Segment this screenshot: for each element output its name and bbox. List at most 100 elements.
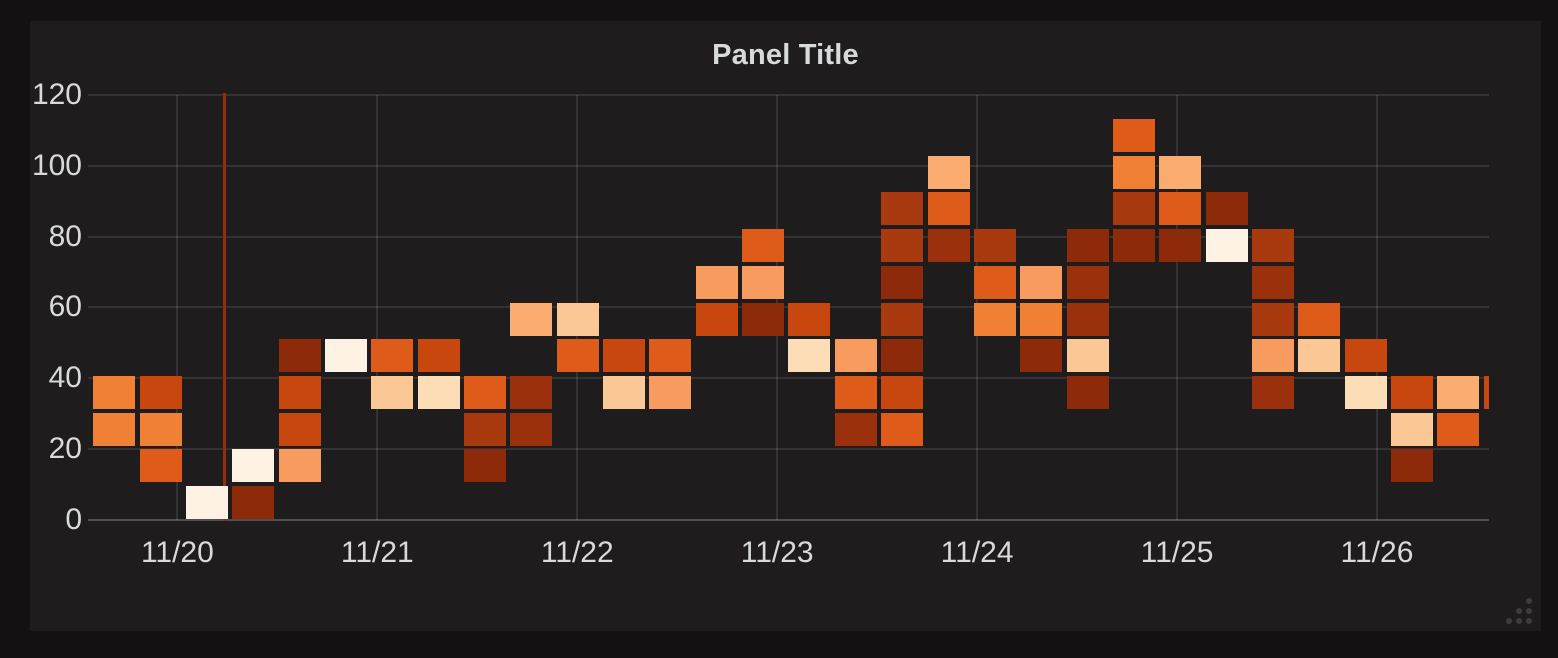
heatmap-cell[interactable] xyxy=(371,339,414,373)
heatmap-cell[interactable] xyxy=(139,375,182,409)
heatmap-cell[interactable] xyxy=(1020,265,1063,299)
heatmap-cell[interactable] xyxy=(788,302,831,336)
heatmap-cell[interactable] xyxy=(1159,229,1202,263)
heatmap-cell[interactable] xyxy=(1066,229,1109,263)
heatmap-cell[interactable] xyxy=(1251,229,1294,263)
heatmap-cell[interactable] xyxy=(417,375,460,409)
heatmap-cell[interactable] xyxy=(278,449,321,483)
heatmap-cell[interactable] xyxy=(139,449,182,483)
heatmap-cell[interactable] xyxy=(1298,339,1341,373)
x-gridline xyxy=(1375,95,1378,520)
heatmap-cell[interactable] xyxy=(1437,412,1480,446)
heatmap-cell[interactable] xyxy=(1066,265,1109,299)
heatmap-cell[interactable] xyxy=(1112,155,1155,189)
heatmap-cell[interactable] xyxy=(603,375,646,409)
x-tick-label: 11/21 xyxy=(340,535,414,569)
heatmap-cell[interactable] xyxy=(1066,339,1109,373)
heatmap-cell[interactable] xyxy=(464,412,506,446)
heatmap-cell[interactable] xyxy=(881,192,924,226)
heatmap-cell[interactable] xyxy=(1391,412,1433,446)
heatmap-cell[interactable] xyxy=(1112,192,1155,226)
y-tick-label: 40 xyxy=(48,361,82,394)
heatmap-cell[interactable] xyxy=(881,412,924,446)
heatmap-cell[interactable] xyxy=(1483,375,1489,409)
heatmap-cell[interactable] xyxy=(93,375,136,409)
heatmap-cell[interactable] xyxy=(695,302,738,336)
heatmap-cell[interactable] xyxy=(788,339,831,373)
y-tick-label: 0 xyxy=(65,502,82,536)
heatmap-cell[interactable] xyxy=(510,302,553,336)
heatmap-cell[interactable] xyxy=(1112,119,1155,152)
x-tick-label: 11/26 xyxy=(1340,535,1414,569)
heatmap-cell[interactable] xyxy=(556,339,599,373)
heatmap-cell[interactable] xyxy=(742,265,785,299)
heatmap-cell[interactable] xyxy=(1159,192,1202,226)
y-gridline xyxy=(88,447,1489,450)
heatmap-cell[interactable] xyxy=(1205,229,1248,263)
heatmap-cell[interactable] xyxy=(1066,375,1109,409)
heatmap-cell[interactable] xyxy=(1020,339,1063,373)
x-tick-label: 11/23 xyxy=(740,535,814,569)
y-tick-label: 100 xyxy=(31,148,82,182)
heatmap-cell[interactable] xyxy=(1298,302,1341,336)
heatmap-cell[interactable] xyxy=(1251,265,1294,299)
heatmap-cell[interactable] xyxy=(278,375,321,409)
heatmap-cell[interactable] xyxy=(1344,375,1387,409)
y-gridline xyxy=(88,94,1489,96)
heatmap-cell[interactable] xyxy=(93,412,136,446)
heatmap-cell[interactable] xyxy=(1112,229,1155,263)
heatmap-cell[interactable] xyxy=(324,339,367,373)
x-gridline xyxy=(1176,95,1179,520)
heatmap-cell[interactable] xyxy=(464,449,506,483)
x-axis-line xyxy=(88,518,1489,521)
heatmap-cell[interactable] xyxy=(1251,302,1294,336)
heatmap-cell[interactable] xyxy=(1251,375,1294,409)
heatmap-cell[interactable] xyxy=(603,339,646,373)
heatmap-cell[interactable] xyxy=(742,302,785,336)
heatmap-cell[interactable] xyxy=(1391,375,1433,409)
heatmap-cell[interactable] xyxy=(1437,375,1480,409)
heatmap-cell[interactable] xyxy=(556,302,599,336)
heatmap-cell[interactable] xyxy=(881,229,924,263)
heatmap-cell[interactable] xyxy=(278,412,321,446)
heatmap-cell[interactable] xyxy=(973,229,1016,263)
heatmap-cell[interactable] xyxy=(742,229,785,263)
heatmap-cell[interactable] xyxy=(1066,302,1109,336)
heatmap-cell[interactable] xyxy=(417,339,460,373)
heatmap-cell[interactable] xyxy=(881,265,924,299)
heatmap-cell[interactable] xyxy=(232,486,275,519)
heatmap-cell[interactable] xyxy=(1159,155,1202,189)
heatmap-cell[interactable] xyxy=(1344,339,1387,373)
heatmap-cell[interactable] xyxy=(510,375,553,409)
heatmap-cell[interactable] xyxy=(649,339,692,373)
heatmap-cell[interactable] xyxy=(927,229,970,263)
annotation-line[interactable] xyxy=(223,93,227,521)
heatmap-cell[interactable] xyxy=(1205,192,1248,226)
heatmap-cell[interactable] xyxy=(232,449,275,483)
panel-resize-handle-icon[interactable] xyxy=(1506,598,1532,624)
heatmap-cell[interactable] xyxy=(649,375,692,409)
heatmap-cell[interactable] xyxy=(464,375,506,409)
heatmap-cell[interactable] xyxy=(881,339,924,373)
heatmap-cell[interactable] xyxy=(881,375,924,409)
heatmap-cell[interactable] xyxy=(973,302,1016,336)
heatmap-cell[interactable] xyxy=(834,412,877,446)
heatmap-cell[interactable] xyxy=(1391,449,1433,483)
heatmap-cell[interactable] xyxy=(927,155,970,189)
heatmap-cell[interactable] xyxy=(510,412,553,446)
heatmap-cell[interactable] xyxy=(185,486,228,519)
heatmap-cell[interactable] xyxy=(695,265,738,299)
heatmap-cell[interactable] xyxy=(139,412,182,446)
grafana-panel: Panel Title 120 100 80 60 40 20 0 11/20 11/21 11/… xyxy=(30,21,1541,631)
heatmap-cell[interactable] xyxy=(371,375,414,409)
y-gridline xyxy=(88,164,1489,167)
heatmap-cell[interactable] xyxy=(927,192,970,226)
heatmap-cell[interactable] xyxy=(834,339,877,373)
heatmap-cell[interactable] xyxy=(973,265,1016,299)
heatmap-cell[interactable] xyxy=(1020,302,1063,336)
heatmap-cell[interactable] xyxy=(881,302,924,336)
heatmap-cell[interactable] xyxy=(1251,339,1294,373)
heatmap-cell[interactable] xyxy=(834,375,877,409)
heatmap-cell[interactable] xyxy=(278,339,321,373)
panel-title[interactable]: Panel Title xyxy=(712,39,859,71)
